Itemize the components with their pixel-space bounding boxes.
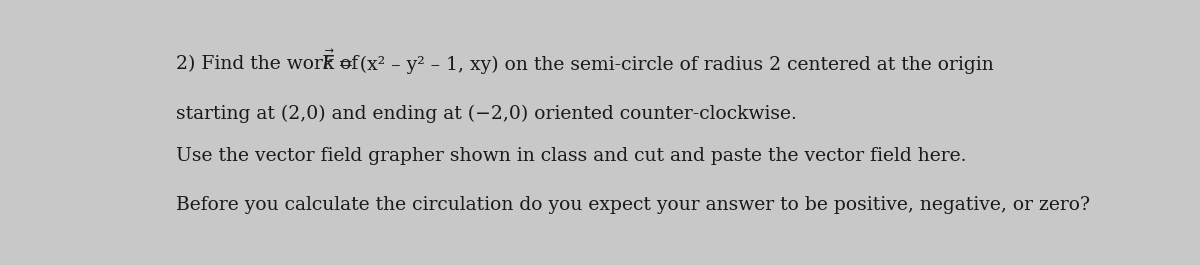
Text: starting at (2,0) and ending at (−2,0) oriented counter-clockwise.: starting at (2,0) and ending at (−2,0) o… bbox=[176, 104, 797, 122]
Text: = (x² – y² – 1, xy) on the semi-circle of radius 2 centered at the origin: = (x² – y² – 1, xy) on the semi-circle o… bbox=[332, 55, 994, 74]
Text: Before you calculate the circulation do you expect your answer to be positive, n: Before you calculate the circulation do … bbox=[176, 196, 1090, 214]
Text: 2) Find the work of: 2) Find the work of bbox=[176, 56, 365, 74]
Text: $\vec{F}$: $\vec{F}$ bbox=[322, 49, 335, 74]
Text: Use the vector field grapher shown in class and cut and paste the vector field h: Use the vector field grapher shown in cl… bbox=[176, 147, 966, 165]
